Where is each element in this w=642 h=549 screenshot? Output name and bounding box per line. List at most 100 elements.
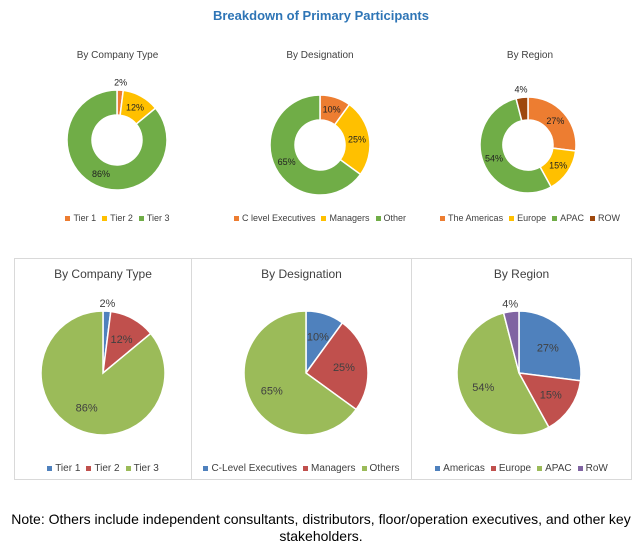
legend-swatch	[233, 216, 239, 222]
chart-title: By Company Type	[76, 50, 159, 61]
legend-swatch	[435, 465, 441, 471]
chart-title: By Region	[506, 50, 554, 61]
legend-label: Managers	[311, 463, 356, 474]
legend-swatch	[203, 465, 209, 471]
chart-by-designation-donut: By Designation 10% 25% 65% C level Executive…	[220, 45, 420, 235]
legend-label: Others	[369, 463, 400, 474]
legend: Americas Europe APAC RoW	[412, 463, 631, 474]
legend-swatch	[86, 465, 92, 471]
chart-by-company-type-pie: By Company Type 2% 12% 86% Tier 1 Tier 2 Tier …	[14, 258, 192, 480]
slice-tier-3	[40, 310, 166, 436]
legend-swatch	[102, 216, 108, 222]
data-label: 15%	[549, 161, 567, 171]
pie-svg: 2% 12% 86%	[40, 298, 166, 436]
legend-item-tier-3: Tier 3	[125, 463, 159, 474]
pie-svg: 27% 15% 54% 4%	[456, 298, 582, 436]
legend-swatch	[47, 465, 53, 471]
legend-item-tier-2: Tier 2	[86, 463, 120, 474]
data-label: 2%	[99, 298, 115, 310]
legend-label: Americas	[443, 463, 485, 474]
legend-swatch	[577, 465, 583, 471]
pie-svg: 10% 25% 65%	[269, 94, 371, 196]
legend-swatch	[509, 216, 515, 222]
legend-swatch	[125, 465, 131, 471]
data-label: 25%	[348, 134, 366, 144]
legend-swatch	[361, 465, 367, 471]
footnote: Note: Others include independent consult…	[11, 511, 631, 544]
data-label: 12%	[111, 334, 133, 346]
data-label: 27%	[546, 116, 564, 126]
legend-label: ROW	[597, 213, 620, 223]
chart-by-region-pie: By Region 27% 15% 54% 4% Americas Europe APAC Ro…	[411, 258, 632, 480]
legend-item-row: ROW	[589, 213, 620, 223]
legend-label: Tier 1	[73, 213, 97, 223]
data-label: 4%	[502, 298, 518, 310]
legend-label: The Americas	[448, 213, 504, 223]
chart-title: By Designation	[286, 50, 354, 61]
legend-label: Tier 2	[94, 463, 120, 474]
data-label: 65%	[261, 385, 283, 397]
legend: C level Executives Managers Other	[220, 213, 420, 223]
slice-tier-3	[66, 89, 168, 191]
legend-label: Tier 1	[55, 463, 81, 474]
legend-label: Europe	[517, 213, 547, 223]
data-label: 15%	[540, 389, 562, 401]
legend-label: C level Executives	[241, 213, 316, 223]
legend-item-c-level-executives: C-Level Executives	[203, 463, 297, 474]
data-label: 65%	[278, 157, 296, 167]
data-label: 54%	[485, 154, 503, 164]
chart-title: By Designation	[261, 267, 342, 281]
legend-swatch	[490, 465, 496, 471]
legend-item-managers: Managers	[303, 463, 356, 474]
legend-item-tier-2: Tier 2	[102, 213, 133, 223]
legend-label: Tier 3	[146, 213, 170, 223]
legend-item-tier-3: Tier 3	[138, 213, 170, 223]
legend-item-the-americas: The Americas	[440, 213, 503, 223]
legend-label: Tier 3	[133, 463, 159, 474]
legend-label: APAC	[545, 463, 572, 474]
legend-label: Europe	[498, 463, 532, 474]
data-label: 25%	[333, 362, 355, 374]
legend-item-row: RoW	[577, 463, 608, 474]
data-label: 86%	[92, 169, 110, 179]
legend-item-apac: APAC	[537, 463, 572, 474]
slice-americas	[518, 310, 582, 382]
data-label: 12%	[126, 102, 144, 112]
legend-label: Managers	[329, 213, 370, 223]
pie-svg: 10% 25% 65%	[243, 310, 369, 436]
legend-swatch	[375, 216, 381, 222]
legend-item-americas: Americas	[435, 463, 485, 474]
legend-label: APAC	[560, 213, 584, 223]
legend-swatch	[589, 216, 595, 222]
pie-svg: 2% 12% 86%	[66, 77, 168, 191]
legend-item-tier-1: Tier 1	[65, 213, 96, 223]
legend-swatch	[440, 216, 446, 222]
legend-item-managers: Managers	[321, 213, 370, 223]
legend-swatch	[65, 216, 71, 222]
slice-row	[515, 96, 529, 122]
legend-swatch	[138, 216, 144, 222]
legend: Tier 1 Tier 2 Tier 3	[15, 213, 220, 223]
legend-item-europe: Europe	[490, 463, 532, 474]
chart-title: By Region	[493, 267, 550, 281]
legend-item-c-level-executives: C level Executives	[233, 213, 316, 223]
slice-apac	[456, 312, 550, 436]
main-title: Breakdown of Primary Participants	[212, 8, 429, 23]
legend-item-tier-1: Tier 1	[47, 463, 80, 474]
legend-swatch	[303, 465, 309, 471]
legend-item-others: Others	[361, 463, 400, 474]
data-label: 10%	[307, 331, 329, 343]
legend-item-other: Other	[375, 213, 407, 223]
legend: Tier 1 Tier 2 Tier 3	[15, 463, 191, 474]
chart-by-designation-pie: By Designation 10% 25% 65% C-Level Executive…	[191, 258, 412, 480]
slice-others	[243, 310, 358, 436]
chart-by-region-donut: By Region 27% 15% 54% 4% The Americas Europe AP…	[425, 45, 635, 235]
legend-swatch	[537, 465, 543, 471]
data-label: 86%	[76, 403, 98, 415]
slice-row	[502, 310, 520, 374]
slice-apac	[479, 97, 553, 194]
slice-managers	[304, 321, 369, 411]
legend-label: Other	[383, 213, 407, 223]
data-label: 54%	[472, 382, 494, 394]
slice-other	[269, 94, 362, 196]
